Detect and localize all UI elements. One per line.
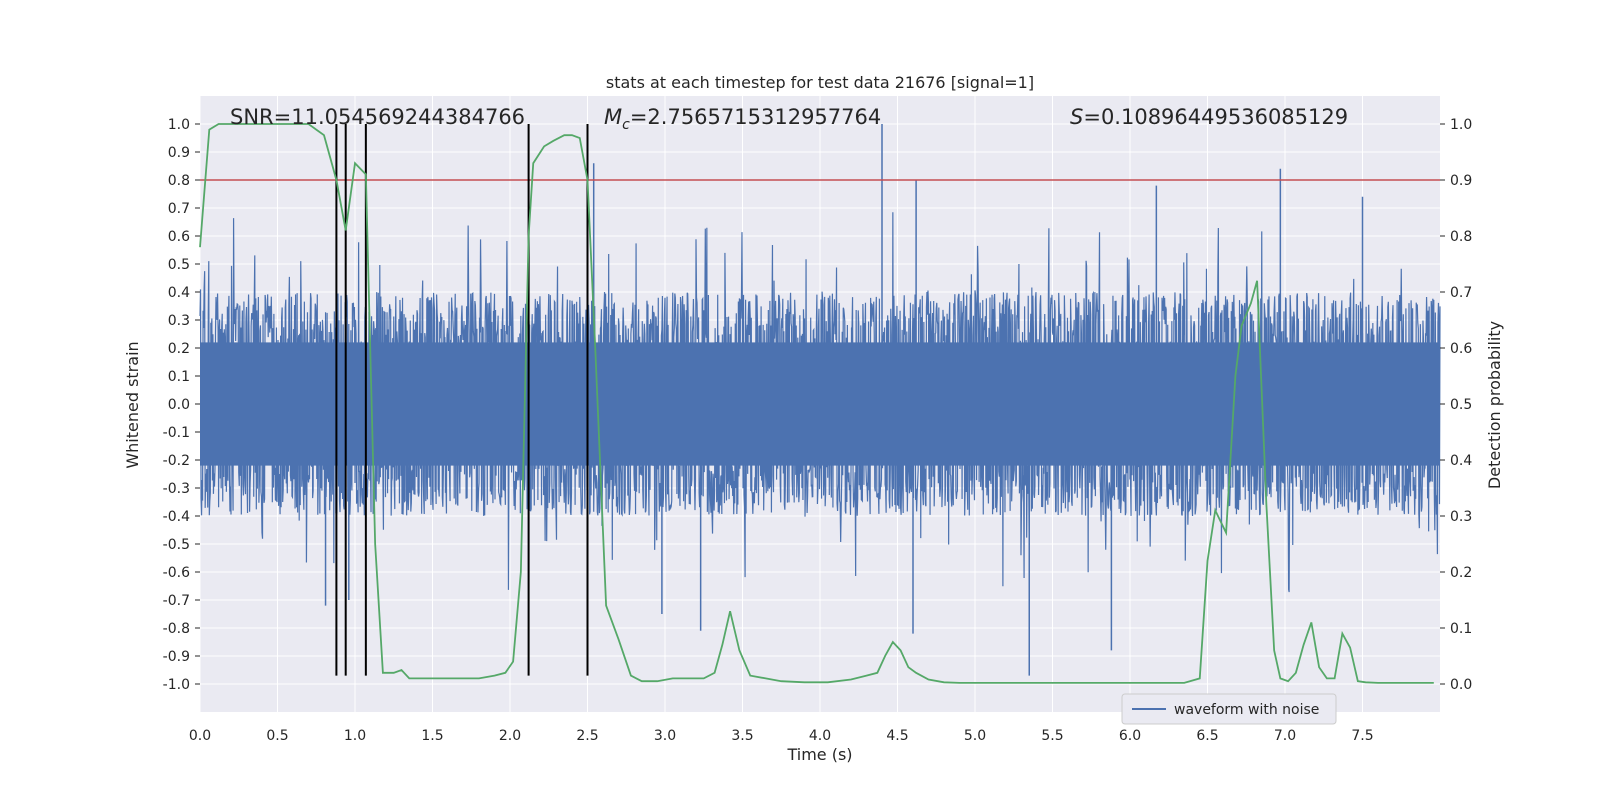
y-tick-label: 0.6 [168, 229, 190, 245]
y-tick-label: -0.9 [163, 649, 190, 665]
y-tick-label: 0.1 [168, 369, 190, 385]
y-tick-label-right: 0.7 [1450, 285, 1472, 301]
y-tick-label: -0.8 [163, 621, 190, 637]
y-tick-label: 0.2 [168, 341, 190, 357]
snr-annotation: SNR=11.054569244384766 [230, 105, 525, 129]
x-tick-label: 1.5 [421, 728, 443, 744]
x-tick-label: 7.0 [1274, 728, 1296, 744]
s-annotation: S=0.10896449536085129 [1070, 105, 1348, 129]
x-tick-label: 3.0 [654, 728, 676, 744]
y-tick-label: -0.1 [163, 425, 190, 441]
x-tick-label: 4.0 [809, 728, 831, 744]
y-tick-label-right: 0.0 [1450, 677, 1472, 693]
y-tick-label-right: 0.5 [1450, 397, 1472, 413]
legend-box [1121, 693, 1337, 725]
y-tick-label: -0.7 [163, 593, 190, 609]
y-tick-label: -1.0 [163, 677, 190, 693]
y-tick-label-right: 0.4 [1450, 453, 1472, 469]
legend: waveform with noise [1121, 693, 1337, 725]
event-lines [335, 124, 589, 676]
y-tick-label-right: 0.9 [1450, 173, 1472, 189]
chirp-mass-value: =2.7565715312957764 [630, 105, 881, 129]
y-tick-label: 0.3 [168, 313, 190, 329]
y-tick-label: -0.3 [163, 481, 190, 497]
s-symbol: S [1070, 105, 1083, 129]
y-tick-label: 0.9 [168, 145, 190, 161]
y-tick-label: 0.7 [168, 201, 190, 217]
y-tick-label: -0.4 [163, 509, 190, 525]
x-tick-label: 0.0 [189, 728, 211, 744]
x-axis-label: Time (s) [786, 745, 852, 764]
x-tick-label: 6.5 [1196, 728, 1218, 744]
y-tick-label: 0.8 [168, 173, 190, 189]
x-tick-label: 3.5 [731, 728, 753, 744]
x-tick-label: 4.5 [886, 728, 908, 744]
y-tick-label-right: 0.3 [1450, 509, 1472, 525]
x-tick-label: 5.0 [964, 728, 986, 744]
detection-probability-line [199, 123, 1434, 684]
x-tick-label: 0.5 [266, 728, 288, 744]
y-tick-label-right: 1.0 [1450, 117, 1472, 133]
x-tick-labels: 0.0 0.5 1.0 1.5 2.0 2.5 3.0 3.5 4.0 4.5 5.0 5.5 6.0 6… [189, 728, 1374, 744]
waveform-line [199, 212, 1441, 593]
probability-layer [199, 123, 1434, 684]
x-tick-label: 1.0 [344, 728, 366, 744]
y-tick-label: 0.5 [168, 257, 190, 273]
y-tick-label: -0.5 [163, 537, 190, 553]
legend-label: waveform with noise [1174, 702, 1319, 718]
y-tick-label: 1.0 [168, 117, 190, 133]
x-tick-label: 6.0 [1119, 728, 1141, 744]
y-tick-label: -0.2 [163, 453, 190, 469]
y-tick-label-right: 0.1 [1450, 621, 1472, 637]
y-tick-label: 0.0 [168, 397, 190, 413]
chirp-mass-subscript: c [622, 117, 630, 133]
y-tick-label: 0.4 [168, 285, 190, 301]
y-tick-labels-left: 1.0 0.9 0.8 0.7 0.6 0.5 0.4 0.3 0.2 0.1 0.0 -0.1 -0.… [163, 117, 200, 693]
y-tick-label: -0.6 [163, 565, 190, 581]
x-tick-label: 2.0 [499, 728, 521, 744]
y-tick-label-right: 0.8 [1450, 229, 1472, 245]
y-axis-label-right: Detection probability [1485, 321, 1504, 489]
waveform-band [200, 342, 1440, 466]
x-tick-label: 5.5 [1041, 728, 1063, 744]
chart-title: stats at each timestep for test data 216… [606, 73, 1034, 92]
y-tick-label-right: 0.6 [1450, 341, 1472, 357]
y-axis-label: Whitened strain [123, 341, 142, 468]
y-tick-label-right: 0.2 [1450, 565, 1472, 581]
chirp-mass-symbol: M [604, 105, 622, 129]
x-tick-label: 7.5 [1351, 728, 1373, 744]
chirp-mass-annotation: Mc=2.7565715312957764 [604, 105, 881, 133]
s-value: =0.10896449536085129 [1083, 105, 1348, 129]
x-tick-label: 2.5 [576, 728, 598, 744]
y-tick-labels-right: 1.0 0.9 0.8 0.7 0.6 0.5 0.4 0.3 0.2 0.1 0.0 [1440, 117, 1472, 693]
